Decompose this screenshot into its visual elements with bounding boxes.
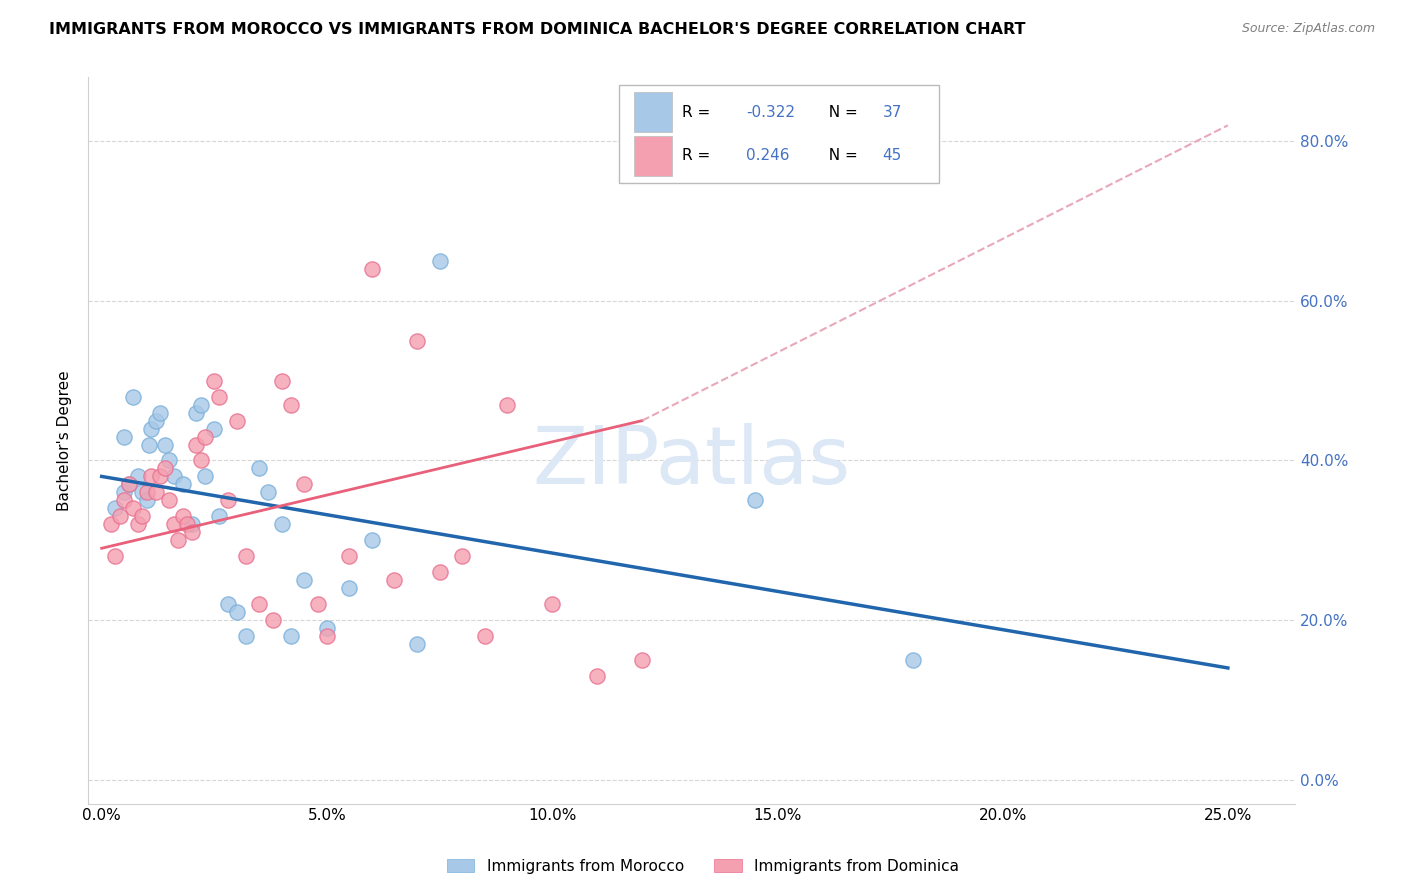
Point [361, 262, 384, 277]
Point [270, 517, 292, 532]
Point [153, 437, 176, 451]
Point [307, 597, 329, 611]
Text: 45: 45 [883, 148, 901, 163]
Point [112, 493, 135, 508]
Point [429, 565, 451, 579]
Text: ZIPatlas: ZIPatlas [533, 424, 851, 501]
Text: Source: ZipAtlas.com: Source: ZipAtlas.com [1241, 22, 1375, 36]
Point [217, 493, 239, 508]
Point [186, 406, 208, 420]
Text: N =: N = [818, 104, 862, 120]
Point [180, 525, 202, 540]
Point [176, 517, 198, 532]
Point [235, 549, 257, 564]
Point [257, 485, 280, 500]
Point [141, 421, 163, 435]
Legend: Immigrants from Morocco, Immigrants from Dominica: Immigrants from Morocco, Immigrants from… [440, 853, 966, 880]
Point [194, 469, 217, 483]
FancyBboxPatch shape [634, 136, 672, 176]
Point [586, 669, 609, 683]
Point [316, 621, 339, 635]
Point [901, 653, 924, 667]
Point [429, 254, 451, 268]
Point [153, 461, 176, 475]
Point [247, 597, 270, 611]
Point [190, 453, 212, 467]
Text: R =: R = [682, 104, 716, 120]
Point [131, 509, 153, 524]
Point [135, 493, 157, 508]
Point [292, 477, 315, 491]
Text: 37: 37 [883, 104, 901, 120]
Point [384, 573, 406, 587]
Point [496, 398, 519, 412]
Point [145, 485, 167, 500]
Point [157, 493, 180, 508]
Point [135, 485, 157, 500]
Point [122, 501, 145, 516]
Point [339, 581, 361, 595]
Point [280, 629, 302, 643]
Point [451, 549, 474, 564]
FancyBboxPatch shape [634, 93, 672, 132]
Point [235, 629, 257, 643]
Point [631, 653, 654, 667]
Point [157, 453, 180, 467]
FancyBboxPatch shape [620, 85, 939, 183]
Point [180, 517, 202, 532]
Point [186, 437, 208, 451]
Point [167, 533, 190, 548]
Point [163, 517, 186, 532]
Point [225, 414, 247, 428]
Point [104, 549, 127, 564]
Point [225, 605, 247, 619]
Point [202, 421, 225, 435]
Point [406, 334, 429, 348]
Point [145, 414, 167, 428]
Point [474, 629, 496, 643]
Point [262, 613, 284, 627]
Point [100, 517, 122, 532]
Point [292, 573, 315, 587]
Point [208, 390, 231, 404]
Text: N =: N = [818, 148, 862, 163]
Point [149, 469, 172, 483]
Point [172, 509, 194, 524]
Point [744, 493, 766, 508]
Point [406, 637, 429, 651]
Text: IMMIGRANTS FROM MOROCCO VS IMMIGRANTS FROM DOMINICA BACHELOR'S DEGREE CORRELATIO: IMMIGRANTS FROM MOROCCO VS IMMIGRANTS FR… [49, 22, 1026, 37]
Point [194, 429, 217, 443]
Point [361, 533, 384, 548]
Point [108, 509, 131, 524]
Point [270, 374, 292, 388]
Point [541, 597, 564, 611]
Point [280, 398, 302, 412]
Point [112, 485, 135, 500]
Point [127, 517, 149, 532]
Point [118, 477, 141, 491]
Text: R =: R = [682, 148, 720, 163]
Point [141, 469, 163, 483]
Point [127, 469, 149, 483]
Point [339, 549, 361, 564]
Point [104, 501, 127, 516]
Point [190, 398, 212, 412]
Text: 0.246: 0.246 [747, 148, 790, 163]
Point [118, 477, 141, 491]
Point [208, 509, 231, 524]
Point [316, 629, 339, 643]
Point [217, 597, 239, 611]
Y-axis label: Bachelor's Degree: Bachelor's Degree [58, 370, 72, 511]
Point [131, 485, 153, 500]
Point [163, 469, 186, 483]
Point [202, 374, 225, 388]
Point [138, 437, 160, 451]
Point [112, 429, 135, 443]
Point [149, 406, 172, 420]
Point [172, 477, 194, 491]
Text: -0.322: -0.322 [747, 104, 796, 120]
Point [247, 461, 270, 475]
Point [122, 390, 145, 404]
